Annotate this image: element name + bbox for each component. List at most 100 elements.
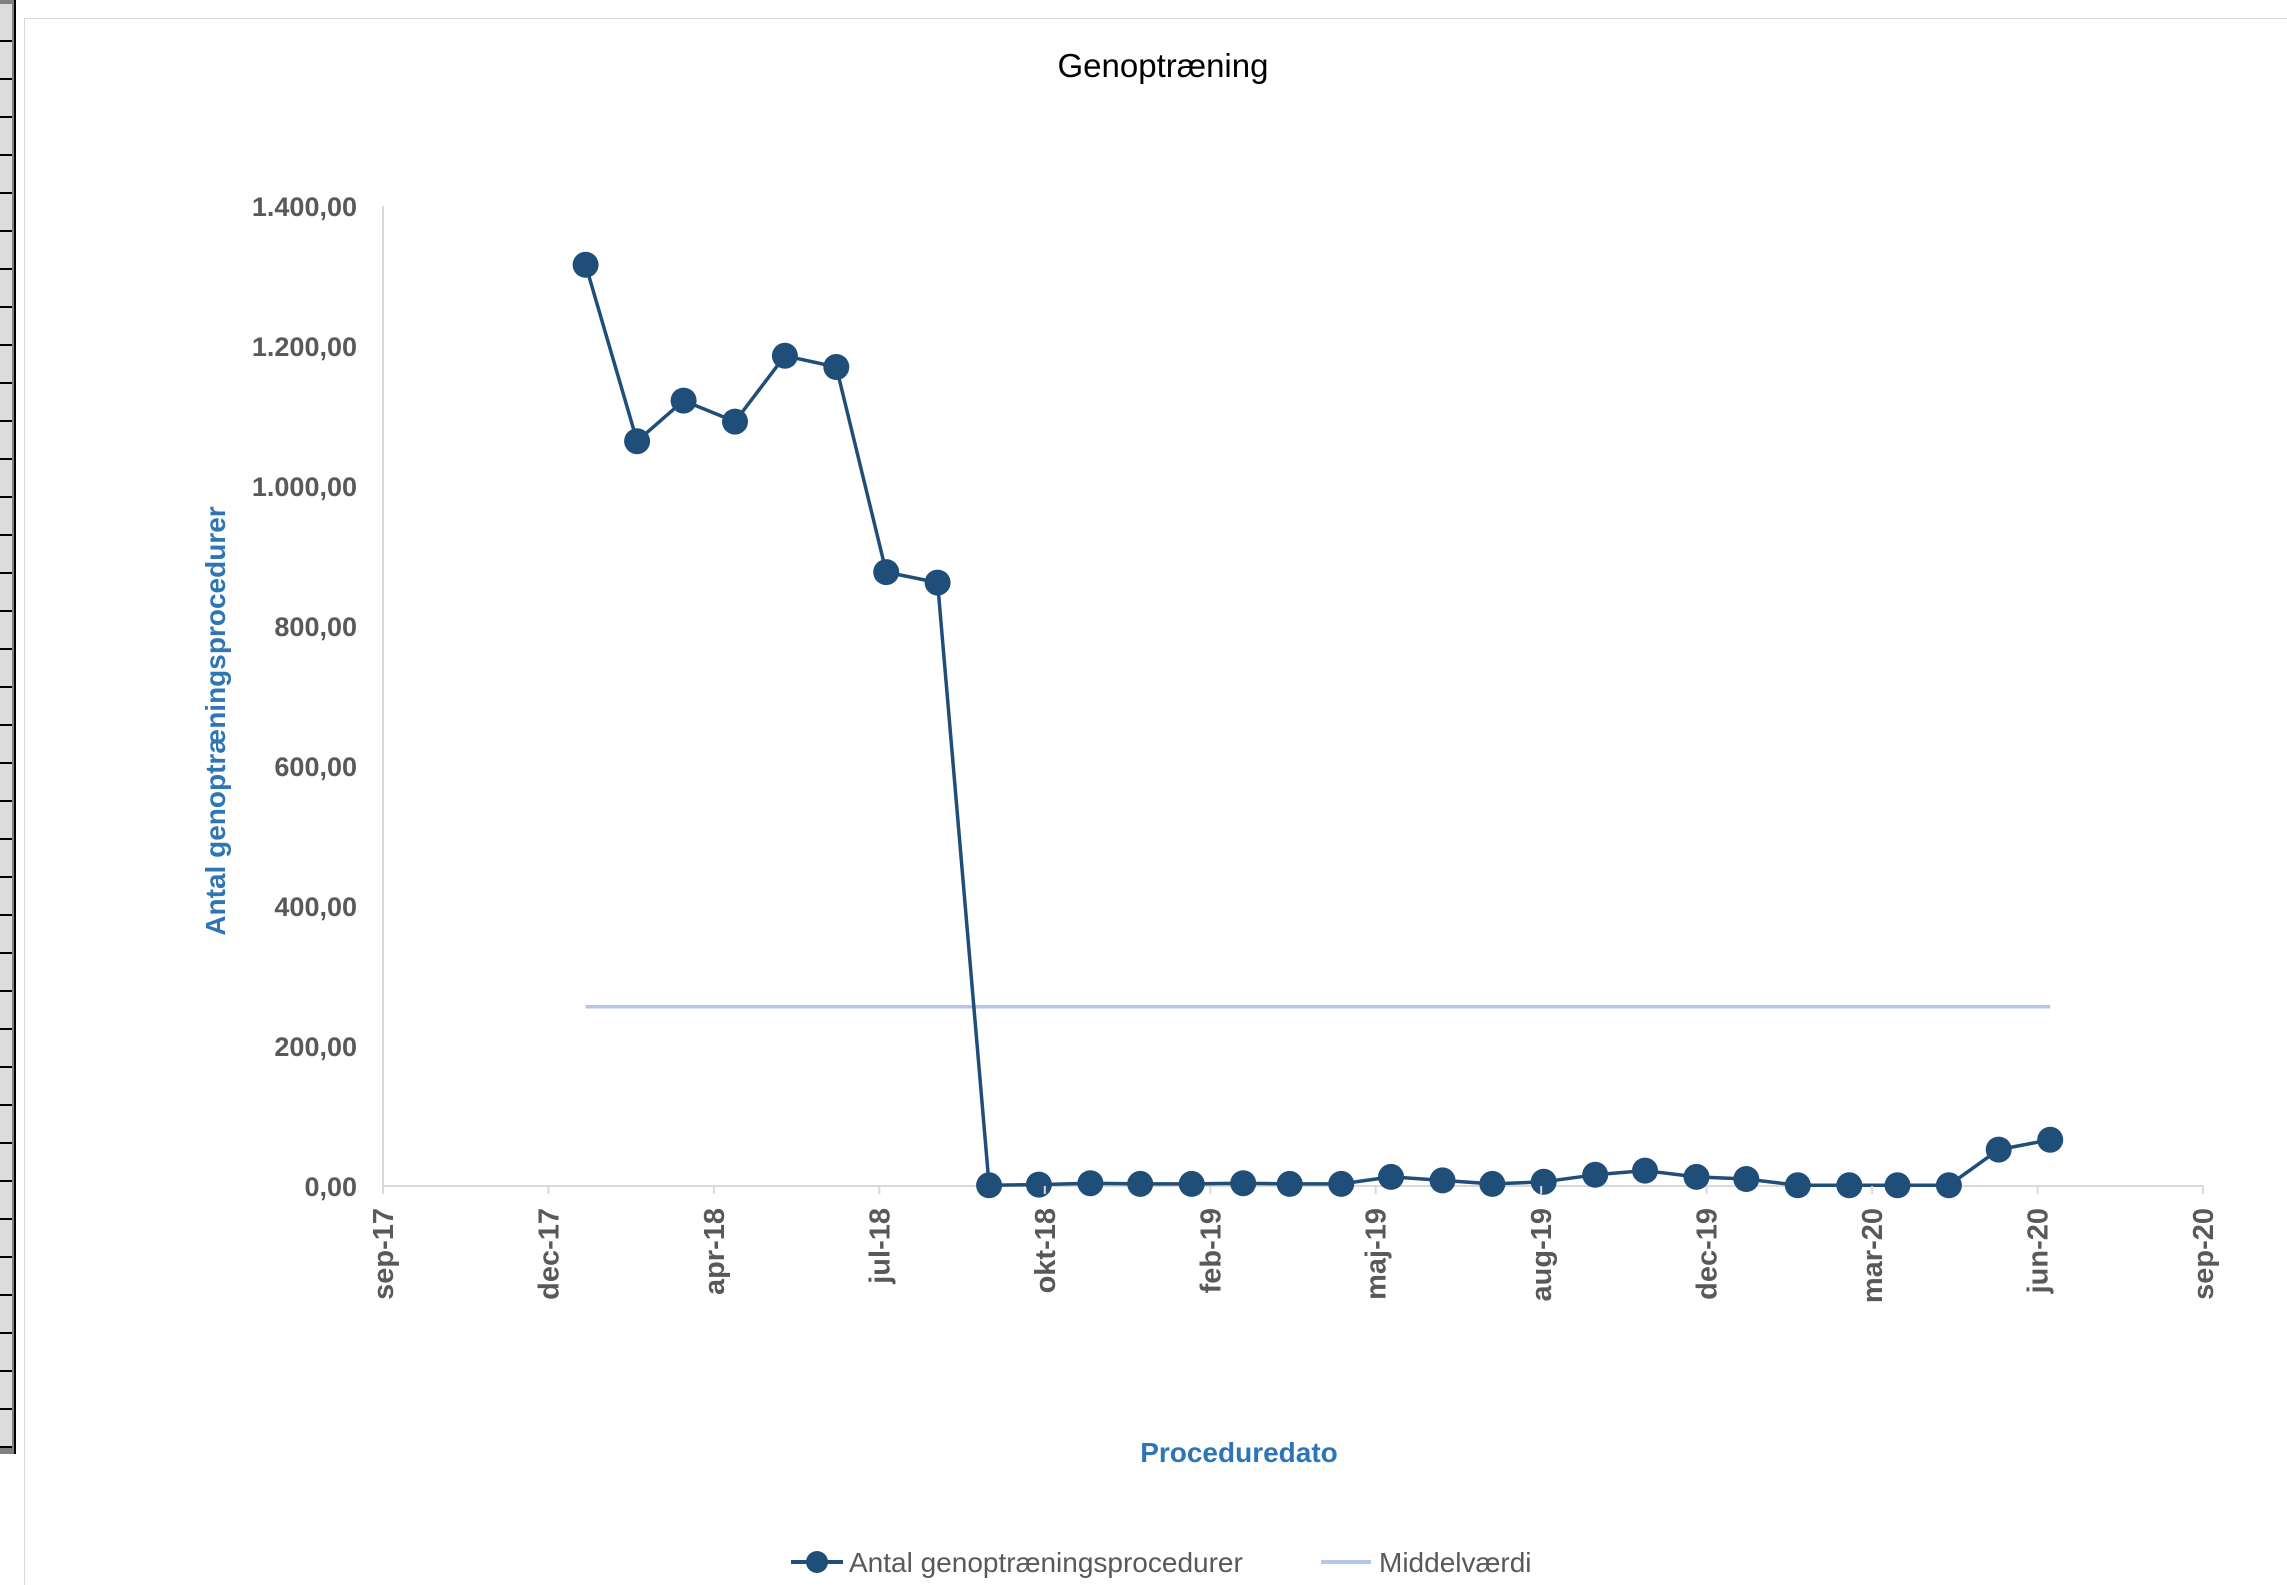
strip-cell xyxy=(0,650,12,688)
strip-cell xyxy=(0,1030,12,1068)
strip-cell xyxy=(0,156,12,194)
data-point xyxy=(1836,1172,1863,1199)
strip-cell xyxy=(0,954,12,992)
data-point xyxy=(1784,1172,1811,1199)
y-tick-label: 1.200,00 xyxy=(252,332,357,362)
strip-cell xyxy=(0,726,12,764)
strip-cell xyxy=(0,498,12,536)
legend-series-marker xyxy=(806,1551,828,1573)
y-tick-label: 600,00 xyxy=(274,752,357,782)
x-tick-label: aug-19 xyxy=(1526,1208,1558,1301)
data-point xyxy=(1429,1167,1456,1194)
y-tick-labels: 0,00 200,00 400,00 600,00 800,00 1.000,00 1.20… xyxy=(252,192,357,1202)
strip-cell xyxy=(0,118,12,156)
strip-cell xyxy=(0,1372,12,1410)
legend-series-label: Antal genoptræningsprocedurer xyxy=(849,1547,1243,1578)
x-tick-label: sep-20 xyxy=(2188,1208,2220,1300)
x-tick-label: sep-17 xyxy=(368,1208,400,1300)
data-point xyxy=(722,408,748,435)
strip-cell xyxy=(0,4,12,42)
data-point xyxy=(1077,1170,1104,1197)
strip-cell xyxy=(0,840,12,878)
strip-cell xyxy=(0,536,12,574)
strip-cell xyxy=(0,422,12,460)
strip-cell xyxy=(0,270,12,308)
x-tick-label: feb-19 xyxy=(1195,1208,1227,1293)
data-point xyxy=(771,342,798,369)
strip-cell xyxy=(0,384,12,422)
strip-cell xyxy=(0,764,12,802)
data-point xyxy=(823,354,850,380)
y-tick-label: 1.000,00 xyxy=(252,472,357,502)
strip-cell xyxy=(0,878,12,916)
strip-cell xyxy=(0,1334,12,1372)
strip-cell xyxy=(0,1296,12,1334)
legend-item-series: Antal genoptræningsprocedurer xyxy=(791,1547,1243,1578)
data-point xyxy=(624,428,651,455)
strip-cell xyxy=(0,346,12,384)
data-point xyxy=(1935,1172,1962,1199)
y-tick-label: 0,00 xyxy=(304,1172,357,1202)
strip-cell xyxy=(0,80,12,118)
strip-cell xyxy=(0,574,12,612)
strip-cell xyxy=(0,1182,12,1220)
strip-cell xyxy=(0,916,12,954)
y-tick-label: 800,00 xyxy=(274,612,357,642)
data-point xyxy=(1479,1170,1506,1197)
data-point xyxy=(1582,1161,1609,1188)
legend-item-mean: Middelværdi xyxy=(1321,1547,1532,1578)
series-line xyxy=(583,264,2051,1188)
data-point xyxy=(1683,1163,1710,1190)
x-tick-label: jun-20 xyxy=(2023,1208,2055,1294)
x-tick-label: dec-19 xyxy=(1692,1208,1724,1300)
axes xyxy=(382,206,2203,1187)
x-tick-label: okt-18 xyxy=(1030,1208,1062,1293)
y-tick-label: 1.400,00 xyxy=(252,192,357,222)
data-point xyxy=(1276,1170,1303,1197)
strip-cell xyxy=(0,1258,12,1296)
strip-cell xyxy=(0,688,12,726)
line-chart: Genoptræning 0,00 200,00 400,00 600,00 800,0… xyxy=(200,47,2220,1578)
legend: Antal genoptræningsprocedurer Middelværd… xyxy=(791,1547,1532,1578)
strip-cell xyxy=(0,42,12,80)
y-axis-title: Antal genoptræningsprocedurer xyxy=(200,506,231,935)
y-tick-label: 400,00 xyxy=(274,892,357,922)
data-point xyxy=(1328,1170,1355,1197)
strip-cell xyxy=(0,194,12,232)
data-point xyxy=(1127,1170,1154,1197)
data-point xyxy=(1025,1171,1052,1198)
strip-cell xyxy=(0,802,12,840)
data-point xyxy=(1733,1166,1760,1192)
strip-cell xyxy=(0,1410,12,1448)
data-point xyxy=(1378,1163,1404,1190)
legend-mean-label: Middelværdi xyxy=(1379,1547,1532,1578)
strip-cell xyxy=(0,992,12,1030)
x-axis-title: Proceduredato xyxy=(1140,1437,1338,1468)
chart-title: Genoptræning xyxy=(1058,47,1269,84)
data-point xyxy=(1530,1168,1557,1195)
x-tick-label: jul-18 xyxy=(864,1208,896,1285)
data-point xyxy=(1985,1136,2012,1163)
x-tick-label: maj-19 xyxy=(1361,1208,1393,1300)
strip-cell xyxy=(0,308,12,346)
strip-cell xyxy=(0,1220,12,1258)
data-point xyxy=(976,1172,1003,1199)
data-point xyxy=(1632,1157,1658,1184)
data-point xyxy=(873,559,900,586)
data-point xyxy=(670,387,697,414)
strip-cell xyxy=(0,1106,12,1144)
data-point xyxy=(1884,1172,1911,1199)
series-layer xyxy=(572,251,2064,1199)
data-point xyxy=(1230,1170,1257,1197)
x-tick-labels: sep-17 dec-17 apr-18 jul-18 okt-18 feb-19 maj-… xyxy=(368,1186,2220,1303)
strip-cell xyxy=(0,612,12,650)
strip-cell xyxy=(0,232,12,270)
data-point xyxy=(1178,1170,1205,1197)
x-tick-label: dec-17 xyxy=(533,1208,565,1300)
data-point xyxy=(572,251,599,278)
strip-cell xyxy=(0,1144,12,1182)
x-tick-label: mar-20 xyxy=(1857,1208,1889,1303)
x-tick-label: apr-18 xyxy=(699,1208,731,1295)
data-point xyxy=(924,569,951,596)
data-point xyxy=(2037,1126,2064,1153)
